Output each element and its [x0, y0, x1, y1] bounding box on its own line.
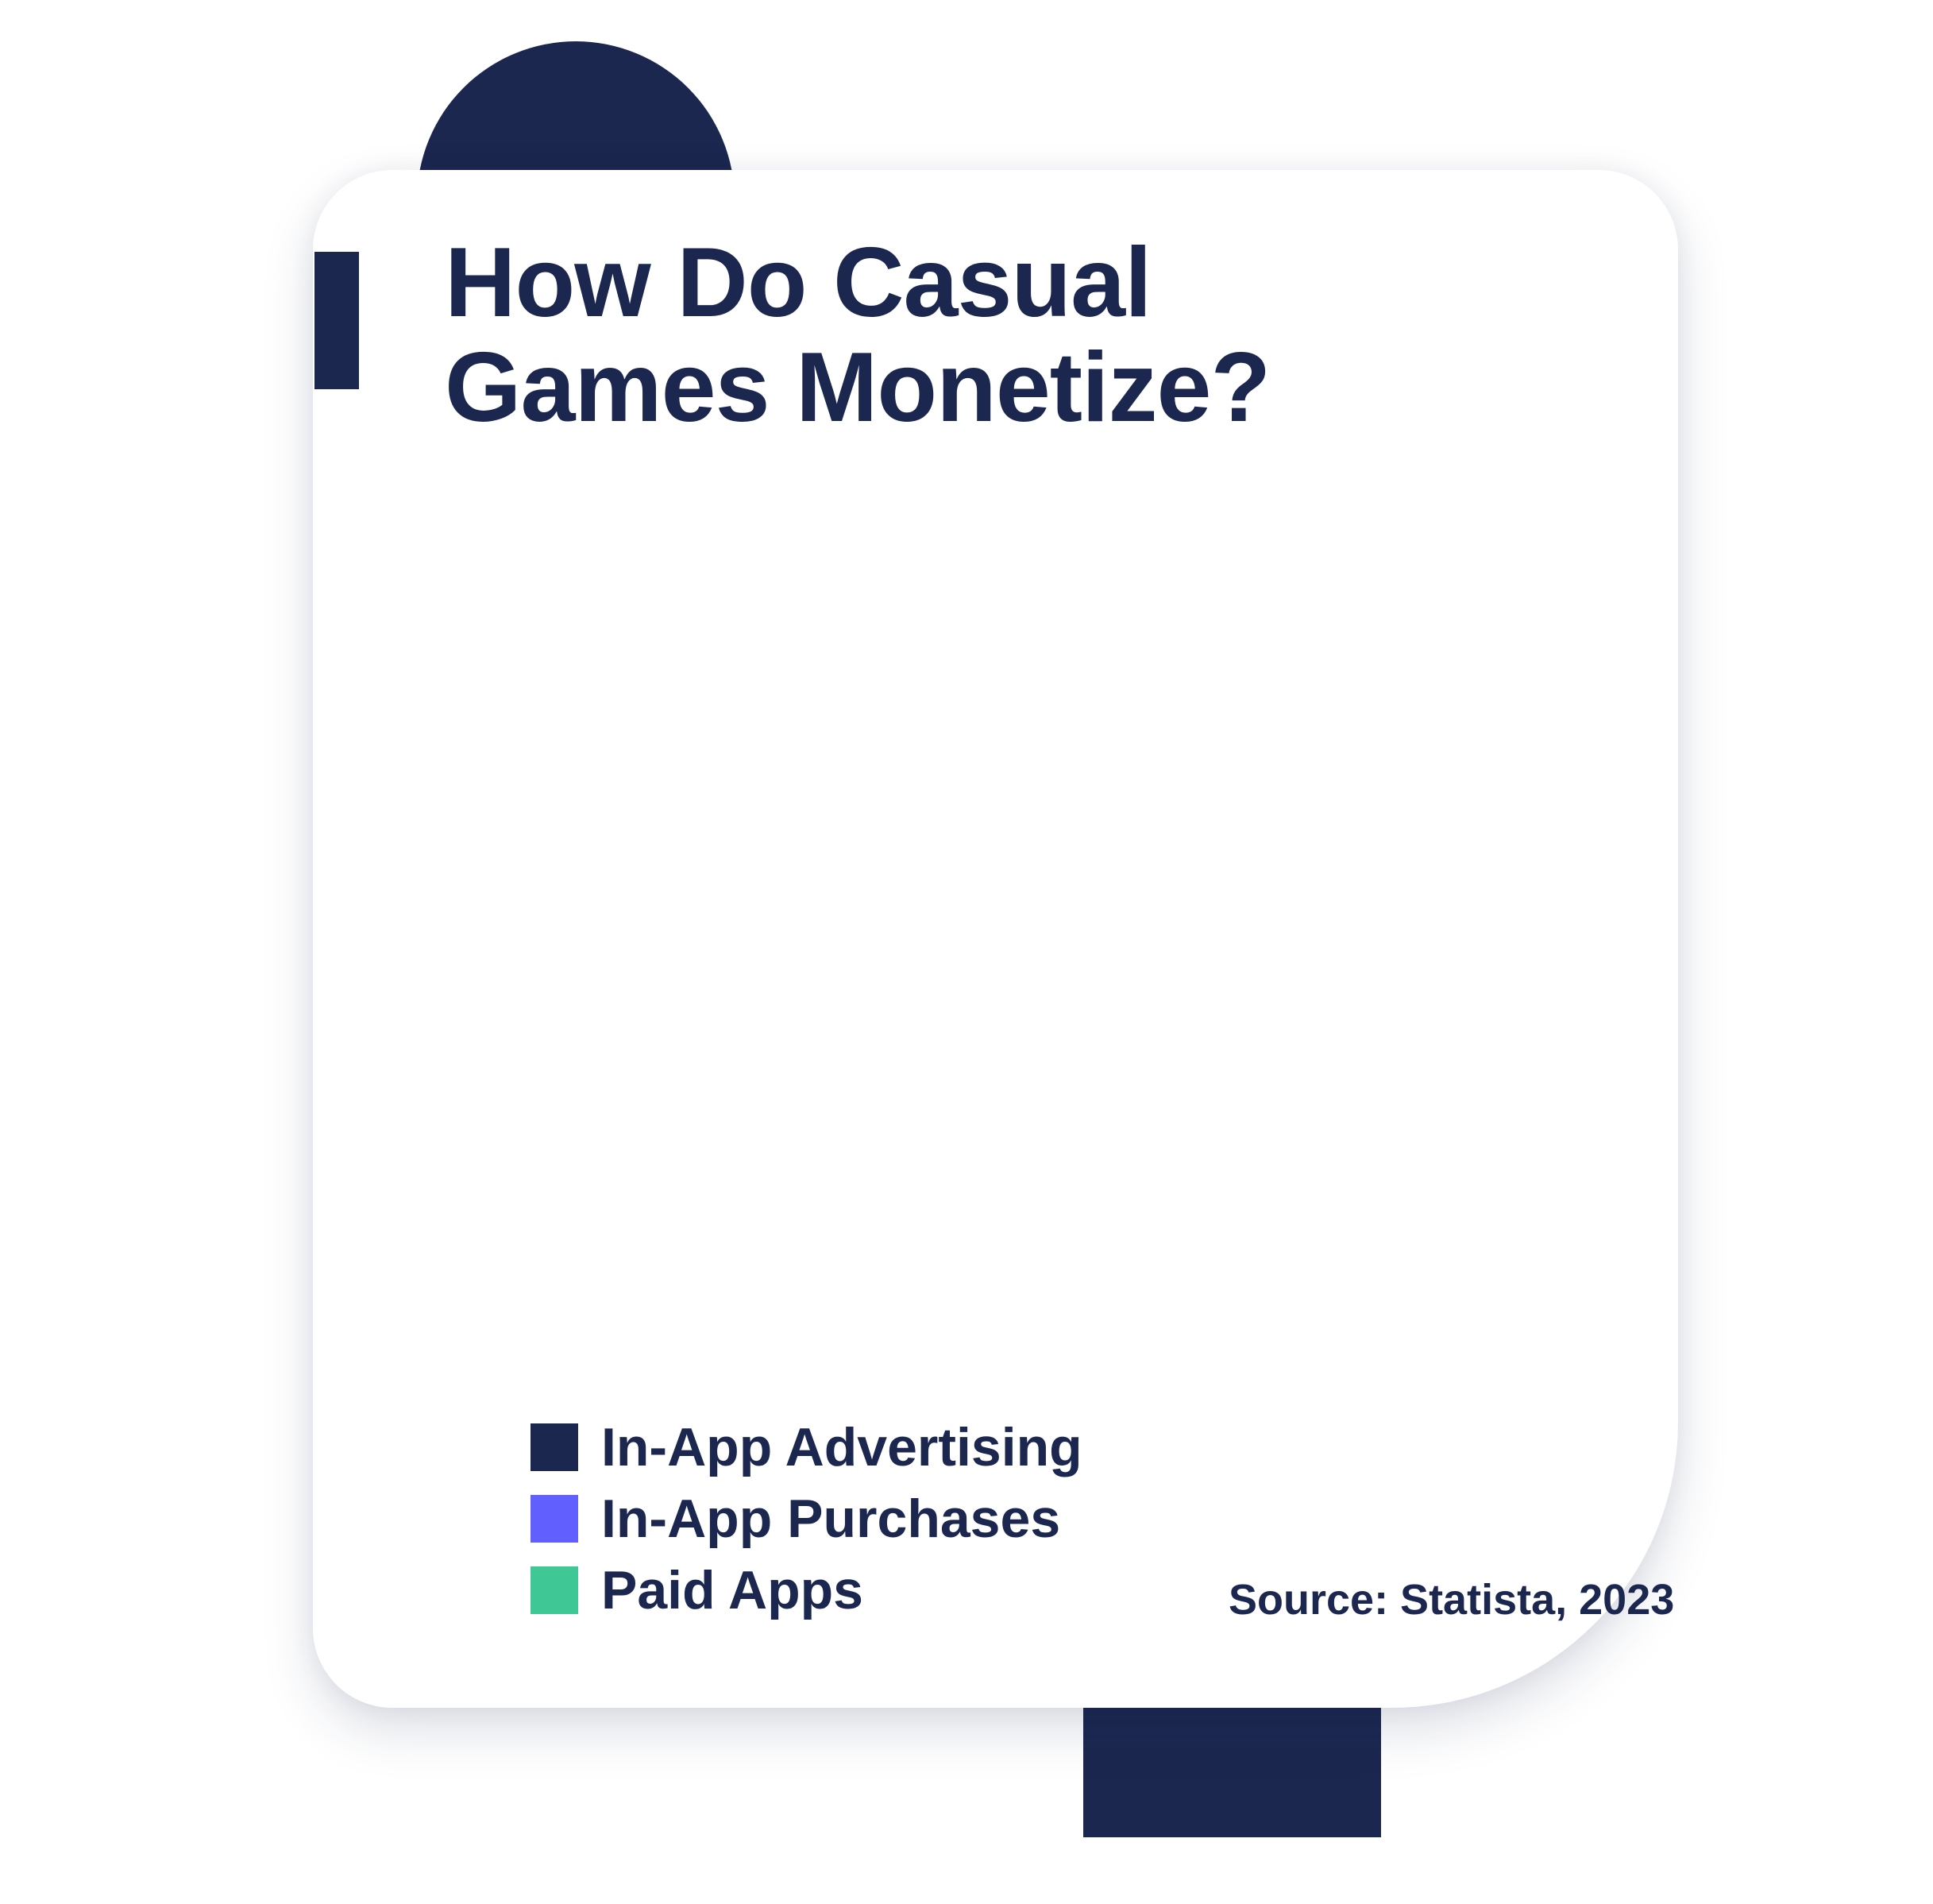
legend-swatch-paid-apps — [531, 1566, 578, 1614]
legend-swatch-in-app-purchases — [531, 1495, 578, 1543]
legend-item-paid-apps: Paid Apps — [531, 1560, 1082, 1620]
page-title-line2: Games Monetize? — [445, 333, 1271, 442]
decorative-rectangle — [1083, 1707, 1381, 1837]
legend: In-App Advertising In-App Purchases Paid… — [531, 1417, 1082, 1638]
page-title: How Do Casual Games Monetize? — [445, 228, 1271, 442]
source-attribution: Source: Statista, 2023 — [1229, 1576, 1675, 1624]
legend-swatch-in-app-advertising — [531, 1423, 578, 1471]
legend-label: In-App Advertising — [601, 1417, 1082, 1477]
legend-label: Paid Apps — [601, 1560, 863, 1620]
legend-item-in-app-purchases: In-App Purchases — [531, 1489, 1082, 1549]
legend-label: In-App Purchases — [601, 1489, 1061, 1549]
title-accent-bar — [314, 252, 359, 389]
chart-card: How Do Casual Games Monetize? $8.08 bill… — [313, 170, 1678, 1708]
page-title-line1: How Do Casual — [445, 228, 1152, 338]
legend-item-in-app-advertising: In-App Advertising — [531, 1417, 1082, 1477]
